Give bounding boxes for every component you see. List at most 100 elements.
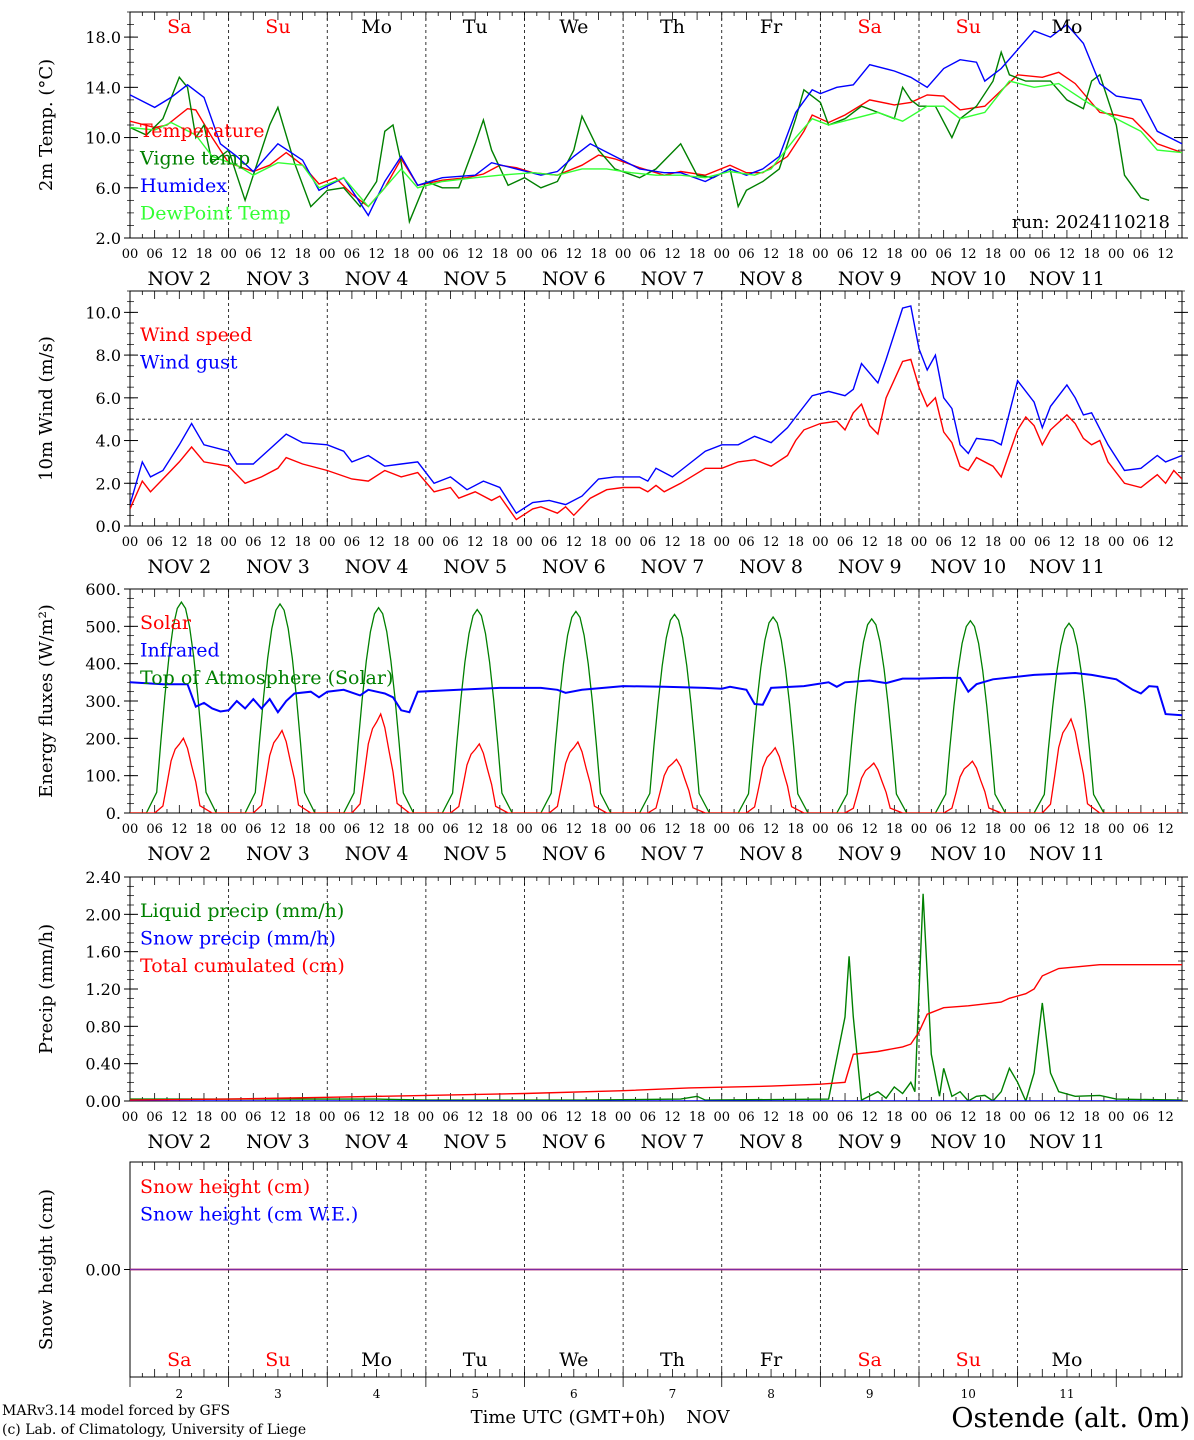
hour-label: 06 [837,822,854,837]
hour-label: 12 [960,247,977,262]
hour-label: 18 [985,535,1002,550]
hour-label: 18 [787,535,804,550]
hour-label: 12 [566,247,583,262]
hour-label: 00 [418,247,435,262]
date-label: NOV 10 [930,556,1006,578]
hour-label: 00 [516,247,533,262]
series-group [130,600,1182,813]
hour-label: 00 [220,535,237,550]
day-label: Th [660,1349,685,1371]
hour-label: 12 [368,1110,385,1125]
date-label: NOV 9 [838,556,902,578]
y-axis-label: Precip (mm/h) [36,924,57,1054]
day-label: Fr [760,1349,783,1371]
hour-label: 06 [146,822,163,837]
day-label: Su [956,1349,981,1371]
hour-label: 06 [640,535,657,550]
day-label: Mo [1051,16,1082,38]
date-label: NOV 7 [641,1131,705,1153]
y-axis-label: 2m Temp. (°C) [36,59,57,191]
hour-label: 18 [294,247,311,262]
hour-label: 18 [196,822,213,837]
hour-label: 00 [220,247,237,262]
series-group [130,23,1182,225]
hour-label: 06 [738,247,755,262]
hour-label: 18 [787,1110,804,1125]
hour-label: 18 [985,247,1002,262]
hour-label: 00 [418,535,435,550]
date-label: NOV 11 [1029,843,1105,865]
y-tick-label: 10.0 [85,303,121,322]
y-axis-label: 10m Wind (m/s) [36,336,57,481]
legend-entry: Snow height (cm) [140,1176,310,1198]
hour-label: 00 [1108,822,1125,837]
x-axis-title: Time UTC (GMT+0h) [471,1407,666,1428]
hour-label: 12 [566,1110,583,1125]
legend-entry: Snow height (cm W.E.) [140,1204,358,1226]
hour-label: 12 [467,1110,484,1125]
hour-label: 12 [467,247,484,262]
date-label: NOV 2 [147,556,211,578]
hour-label: 00 [911,822,928,837]
hour-label: 06 [344,247,361,262]
hour-label: 06 [640,822,657,837]
y-tick-label: 300. [85,692,121,711]
date-label: NOV 4 [345,843,409,865]
date-label: NOV 11 [1029,1131,1105,1153]
hour-label: 06 [1133,822,1150,837]
legend-entry: Solar [140,612,192,634]
date-label: NOV 7 [641,843,705,865]
date-label: NOV 6 [542,1131,606,1153]
hour-label: 12 [270,1110,287,1125]
date-label: NOV 10 [930,843,1006,865]
hour-label: 12 [960,535,977,550]
hour-label: 06 [935,535,952,550]
hour-label: 06 [935,1110,952,1125]
hour-label: 06 [640,247,657,262]
y-tick-label: 100. [85,767,121,786]
date-label: NOV 2 [147,1131,211,1153]
hour-label: 00 [1009,535,1026,550]
hour-label: 00 [615,822,632,837]
footer: MARv3.14 model forced by GFS (c) Lab. of… [2,1403,1190,1438]
hour-label: 18 [886,535,903,550]
day-label: Fr [760,16,783,38]
hour-label: 12 [664,535,681,550]
day-label: Tu [463,16,488,38]
hour-label: 06 [146,535,163,550]
date-label: NOV 6 [542,843,606,865]
day-label: Sa [858,1349,882,1371]
hour-label: 06 [245,247,262,262]
hour-label: 00 [812,822,829,837]
hour-label: 00 [516,822,533,837]
hour-label: 00 [1108,247,1125,262]
hour-label: 18 [689,247,706,262]
y-tick-label: 2.00 [85,905,121,924]
hour-label: 18 [393,535,410,550]
hour-label: 00 [812,535,829,550]
y-tick-label: 2.0 [96,229,121,248]
hour-label: 06 [146,247,163,262]
hour-label: 06 [541,1110,558,1125]
model-credit: MARv3.14 model forced by GFS [2,1403,230,1419]
hour-label: 12 [763,535,780,550]
date-label: NOV 7 [641,268,705,290]
date-label: NOV 3 [246,268,310,290]
hour-label: 00 [1108,535,1125,550]
hour-label: 00 [1009,247,1026,262]
y-tick-label: 0.0 [96,517,121,536]
legend-entry: Liquid precip (mm/h) [140,900,344,922]
hour-label: 12 [368,247,385,262]
date-label: NOV 6 [542,556,606,578]
series-liquid-precip-mm-h- [130,893,1182,1101]
day-label: Su [265,1349,290,1371]
panel-flux: 0. 100. 200. 300. 400. 500. 600. Energy fluxes … [36,580,1188,865]
hour-label: 12 [368,535,385,550]
y-tick-label: 0.80 [85,1017,121,1036]
hour-label: 12 [664,247,681,262]
day-number: 2 [175,1387,183,1401]
hour-label: 06 [245,1110,262,1125]
hour-label: 12 [1157,535,1174,550]
date-label: NOV 10 [930,268,1006,290]
series-total-cumulated-cm- [130,964,1182,1101]
